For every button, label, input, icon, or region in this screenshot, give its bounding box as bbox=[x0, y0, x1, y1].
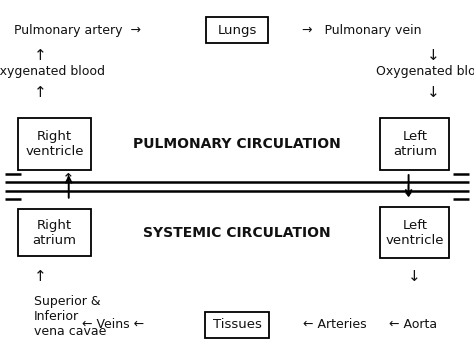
Text: ← Veins ←: ← Veins ← bbox=[82, 318, 145, 331]
FancyBboxPatch shape bbox=[206, 17, 268, 43]
Text: ↑: ↑ bbox=[34, 48, 46, 62]
Text: Lungs: Lungs bbox=[217, 24, 257, 37]
Text: Pulmonary artery  →: Pulmonary artery → bbox=[14, 24, 141, 37]
Text: PULMONARY CIRCULATION: PULMONARY CIRCULATION bbox=[133, 137, 341, 151]
Text: ↓: ↓ bbox=[428, 85, 440, 100]
Text: Left
atrium: Left atrium bbox=[393, 130, 437, 158]
Text: →   Pulmonary vein: → Pulmonary vein bbox=[302, 24, 422, 37]
Text: Deoxygenated blood: Deoxygenated blood bbox=[0, 65, 105, 77]
Text: ↓: ↓ bbox=[409, 269, 421, 284]
Text: ↑: ↑ bbox=[34, 269, 46, 284]
Text: SYSTEMIC CIRCULATION: SYSTEMIC CIRCULATION bbox=[143, 225, 331, 240]
Text: Right
ventricle: Right ventricle bbox=[25, 130, 84, 158]
Text: ↑: ↑ bbox=[63, 173, 75, 187]
Text: Oxygenated blood: Oxygenated blood bbox=[376, 65, 474, 77]
Text: Tissues: Tissues bbox=[212, 318, 262, 331]
Text: ↓: ↓ bbox=[428, 48, 440, 62]
FancyBboxPatch shape bbox=[18, 209, 91, 256]
Text: ← Arteries: ← Arteries bbox=[303, 318, 367, 331]
Text: Left
ventricle: Left ventricle bbox=[385, 219, 444, 246]
Text: ← Aorta: ← Aorta bbox=[389, 318, 437, 331]
FancyBboxPatch shape bbox=[380, 207, 449, 258]
FancyBboxPatch shape bbox=[205, 312, 269, 338]
Text: ↓: ↓ bbox=[402, 184, 415, 199]
Text: Right
atrium: Right atrium bbox=[33, 219, 76, 246]
FancyBboxPatch shape bbox=[18, 118, 91, 170]
Text: Superior &
Inferior
vena cavae: Superior & Inferior vena cavae bbox=[34, 295, 107, 338]
FancyBboxPatch shape bbox=[380, 118, 449, 170]
Text: ↑: ↑ bbox=[34, 85, 46, 100]
